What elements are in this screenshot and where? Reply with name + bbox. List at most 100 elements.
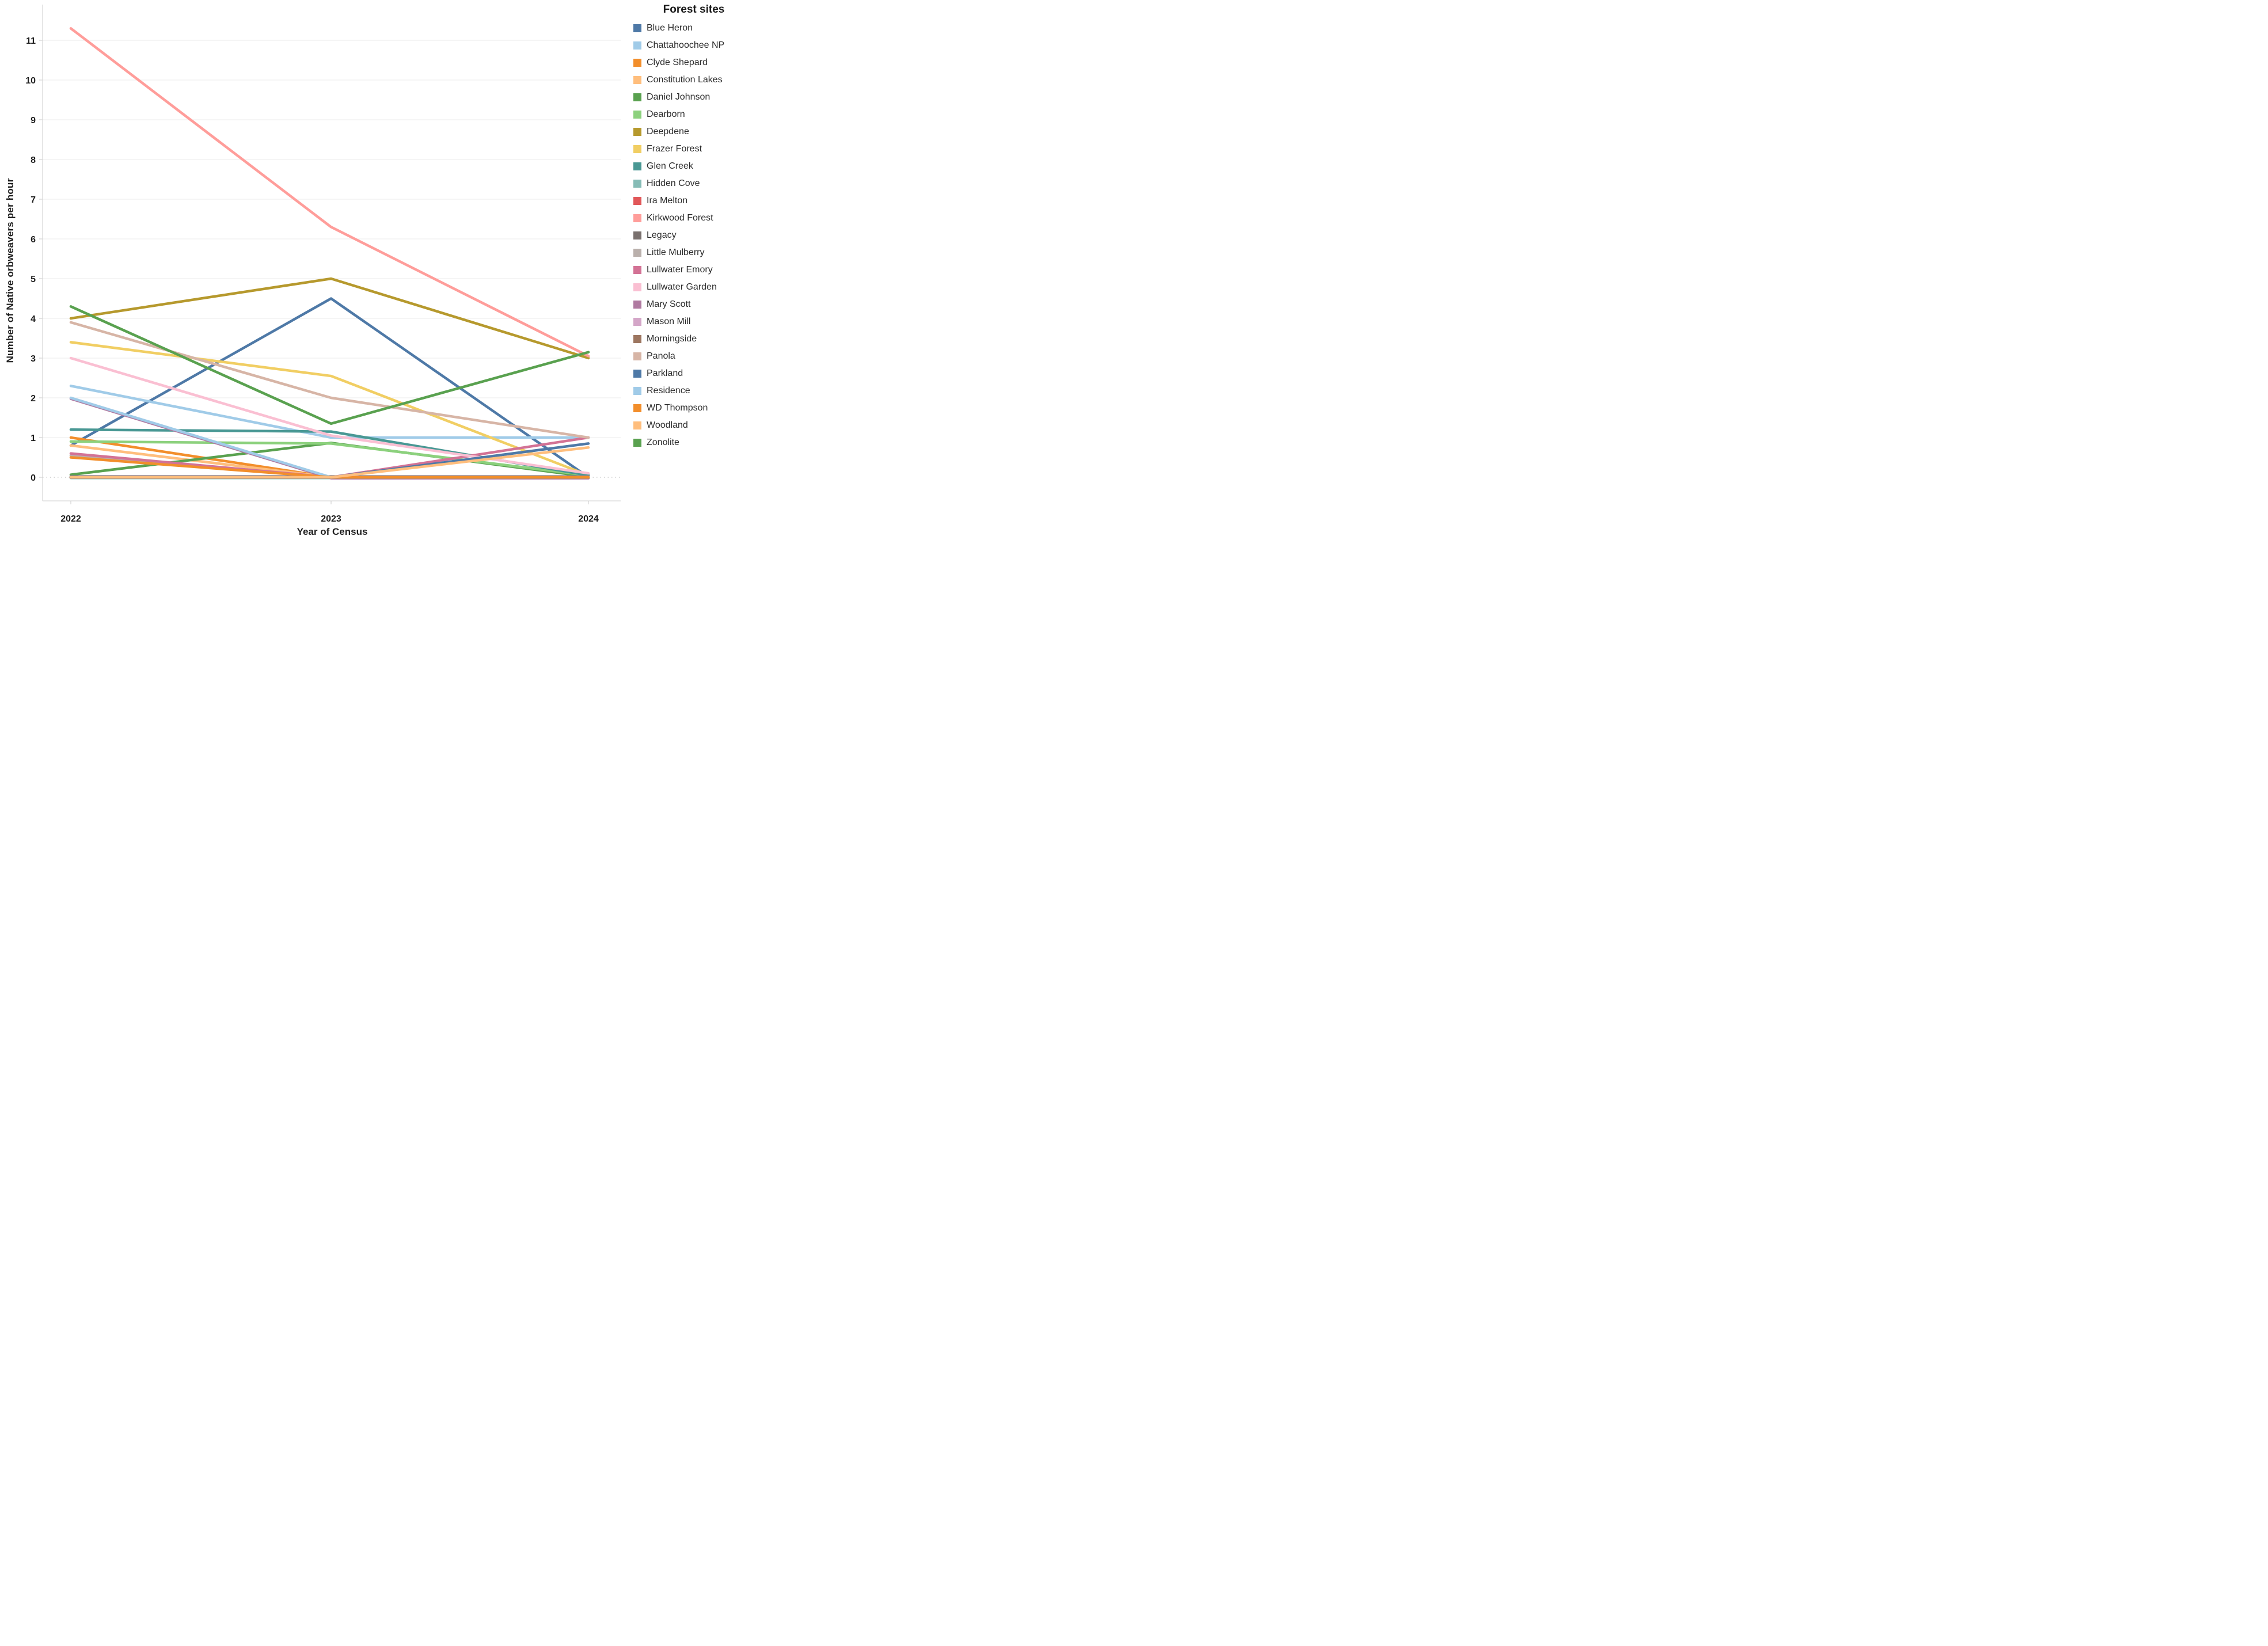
legend-item-little-mulberry[interactable]: Little Mulberry bbox=[633, 244, 754, 261]
legend-item-parkland[interactable]: Parkland bbox=[633, 365, 754, 382]
legend-swatch-glen-creek bbox=[633, 162, 641, 170]
legend-item-clyde-shepard[interactable]: Clyde Shepard bbox=[633, 54, 754, 71]
legend-label-panola: Panola bbox=[647, 351, 675, 361]
legend-label-hidden-cove: Hidden Cove bbox=[647, 178, 700, 188]
legend-item-morningside[interactable]: Morningside bbox=[633, 330, 754, 348]
legend-item-zonolite[interactable]: Zonolite bbox=[633, 434, 754, 451]
legend-swatch-mary-scott bbox=[633, 301, 641, 309]
line-chart-page: 0 1 2 3 4 5 6 7 8 9 10 11 2022 2023 2024 Number of Nat… bbox=[0, 0, 756, 549]
legend-label-deepdene: Deepdene bbox=[647, 127, 689, 136]
legend-label-lullwater-emory: Lullwater Emory bbox=[647, 265, 713, 275]
series-line-chattahoochee-np[interactable] bbox=[69, 385, 590, 439]
series-line-deepdene[interactable] bbox=[69, 277, 590, 360]
legend-item-deepdene[interactable]: Deepdene bbox=[633, 123, 754, 140]
legend-label-little-mulberry: Little Mulberry bbox=[647, 248, 705, 257]
legend-item-mary-scott[interactable]: Mary Scott bbox=[633, 296, 754, 313]
legend-item-mason-mill[interactable]: Mason Mill bbox=[633, 313, 754, 330]
line-chart: 0 1 2 3 4 5 6 7 8 9 10 11 2022 2023 2024 bbox=[25, 5, 621, 524]
legend-label-clyde-shepard: Clyde Shepard bbox=[647, 58, 708, 67]
y-tick-label-7: 7 bbox=[31, 195, 36, 205]
legend-label-wd-thompson: WD Thompson bbox=[647, 403, 708, 413]
legend-swatch-parkland bbox=[633, 370, 641, 378]
y-tick-label-1: 1 bbox=[31, 434, 36, 443]
legend-item-frazer-forest[interactable]: Frazer Forest bbox=[633, 140, 754, 158]
legend-swatch-woodland bbox=[633, 421, 641, 429]
legend-label-ira-melton: Ira Melton bbox=[647, 196, 688, 206]
legend-item-legacy[interactable]: Legacy bbox=[633, 227, 754, 244]
legend-label-zonolite: Zonolite bbox=[647, 438, 679, 447]
x-axis-title: Year of Census bbox=[297, 526, 368, 537]
legend-item-glen-creek[interactable]: Glen Creek bbox=[633, 158, 754, 175]
legend-swatch-morningside bbox=[633, 335, 641, 343]
legend: Forest sites Blue Heron Chattahoochee NP C… bbox=[633, 3, 754, 451]
x-tick-label-2022: 2022 bbox=[60, 514, 81, 524]
legend-swatch-zonolite bbox=[633, 439, 641, 447]
y-tick-label-2: 2 bbox=[31, 394, 36, 404]
legend-swatch-kirkwood-forest bbox=[633, 214, 641, 222]
legend-label-blue-heron: Blue Heron bbox=[647, 23, 693, 33]
legend-label-parkland: Parkland bbox=[647, 368, 683, 378]
legend-swatch-legacy bbox=[633, 231, 641, 240]
legend-swatch-clyde-shepard bbox=[633, 59, 641, 67]
legend-swatch-frazer-forest bbox=[633, 145, 641, 153]
legend-label-morningside: Morningside bbox=[647, 334, 697, 344]
legend-label-legacy: Legacy bbox=[647, 230, 677, 240]
legend-swatch-mason-mill bbox=[633, 318, 641, 326]
legend-item-lullwater-garden[interactable]: Lullwater Garden bbox=[633, 279, 754, 296]
legend-item-ira-melton[interactable]: Ira Melton bbox=[633, 192, 754, 210]
legend-swatch-little-mulberry bbox=[633, 249, 641, 257]
y-tick-label-5: 5 bbox=[31, 275, 36, 284]
legend-swatch-residence bbox=[633, 387, 641, 395]
y-tick-label-4: 4 bbox=[31, 314, 36, 324]
legend-label-glen-creek: Glen Creek bbox=[647, 161, 693, 171]
x-tick-label-2024: 2024 bbox=[578, 514, 599, 524]
legend-swatch-daniel-johnson bbox=[633, 93, 641, 101]
y-tick-label-9: 9 bbox=[31, 116, 36, 126]
legend-swatch-hidden-cove bbox=[633, 180, 641, 188]
y-tick-label-3: 3 bbox=[31, 354, 36, 364]
series-line-frazer-forest[interactable] bbox=[69, 341, 590, 477]
legend-label-constitution-lakes: Constitution Lakes bbox=[647, 75, 723, 85]
legend-swatch-lullwater-emory bbox=[633, 266, 641, 274]
legend-item-daniel-johnson[interactable]: Daniel Johnson bbox=[633, 89, 754, 106]
legend-swatch-deepdene bbox=[633, 128, 641, 136]
legend-item-hidden-cove[interactable]: Hidden Cove bbox=[633, 175, 754, 192]
y-tick-label-0: 0 bbox=[31, 473, 36, 483]
legend-swatch-chattahoochee-np bbox=[633, 41, 641, 50]
legend-item-woodland[interactable]: Woodland bbox=[633, 417, 754, 434]
legend-swatch-wd-thompson bbox=[633, 404, 641, 412]
series-line-woodland[interactable] bbox=[69, 446, 590, 479]
legend-swatch-constitution-lakes bbox=[633, 76, 641, 84]
legend-item-chattahoochee-np[interactable]: Chattahoochee NP bbox=[633, 37, 754, 54]
y-tick-label-8: 8 bbox=[31, 155, 36, 165]
legend-swatch-panola bbox=[633, 352, 641, 360]
legend-swatch-dearborn bbox=[633, 111, 641, 119]
y-axis-title: Number of Native orbweavers per hour bbox=[5, 178, 16, 363]
series-line-zonolite[interactable] bbox=[69, 305, 590, 425]
legend-items: Blue Heron Chattahoochee NP Clyde Shepard C… bbox=[633, 20, 754, 451]
legend-item-constitution-lakes[interactable]: Constitution Lakes bbox=[633, 71, 754, 89]
legend-item-residence[interactable]: Residence bbox=[633, 382, 754, 400]
y-tick-label-11: 11 bbox=[26, 36, 36, 46]
legend-label-mason-mill: Mason Mill bbox=[647, 317, 691, 326]
legend-swatch-blue-heron bbox=[633, 24, 641, 32]
series-line-lullwater-garden[interactable] bbox=[69, 356, 590, 475]
legend-label-chattahoochee-np: Chattahoochee NP bbox=[647, 40, 725, 50]
legend-item-wd-thompson[interactable]: WD Thompson bbox=[633, 400, 754, 417]
y-tick-label-6: 6 bbox=[31, 235, 36, 245]
legend-item-dearborn[interactable]: Dearborn bbox=[633, 106, 754, 123]
legend-item-blue-heron[interactable]: Blue Heron bbox=[633, 20, 754, 37]
legend-label-frazer-forest: Frazer Forest bbox=[647, 144, 702, 154]
series-line-blue-heron[interactable] bbox=[69, 297, 590, 479]
y-tick-label-10: 10 bbox=[25, 76, 36, 86]
legend-label-residence: Residence bbox=[647, 386, 690, 396]
legend-label-lullwater-garden: Lullwater Garden bbox=[647, 282, 717, 292]
legend-swatch-ira-melton bbox=[633, 197, 641, 205]
series-line-kirkwood-forest[interactable] bbox=[69, 27, 590, 358]
legend-item-panola[interactable]: Panola bbox=[633, 348, 754, 365]
legend-swatch-lullwater-garden bbox=[633, 283, 641, 291]
series-line-panola[interactable] bbox=[69, 321, 590, 439]
legend-item-lullwater-emory[interactable]: Lullwater Emory bbox=[633, 261, 754, 279]
legend-item-kirkwood-forest[interactable]: Kirkwood Forest bbox=[633, 210, 754, 227]
series-line-dearborn[interactable] bbox=[69, 440, 590, 477]
